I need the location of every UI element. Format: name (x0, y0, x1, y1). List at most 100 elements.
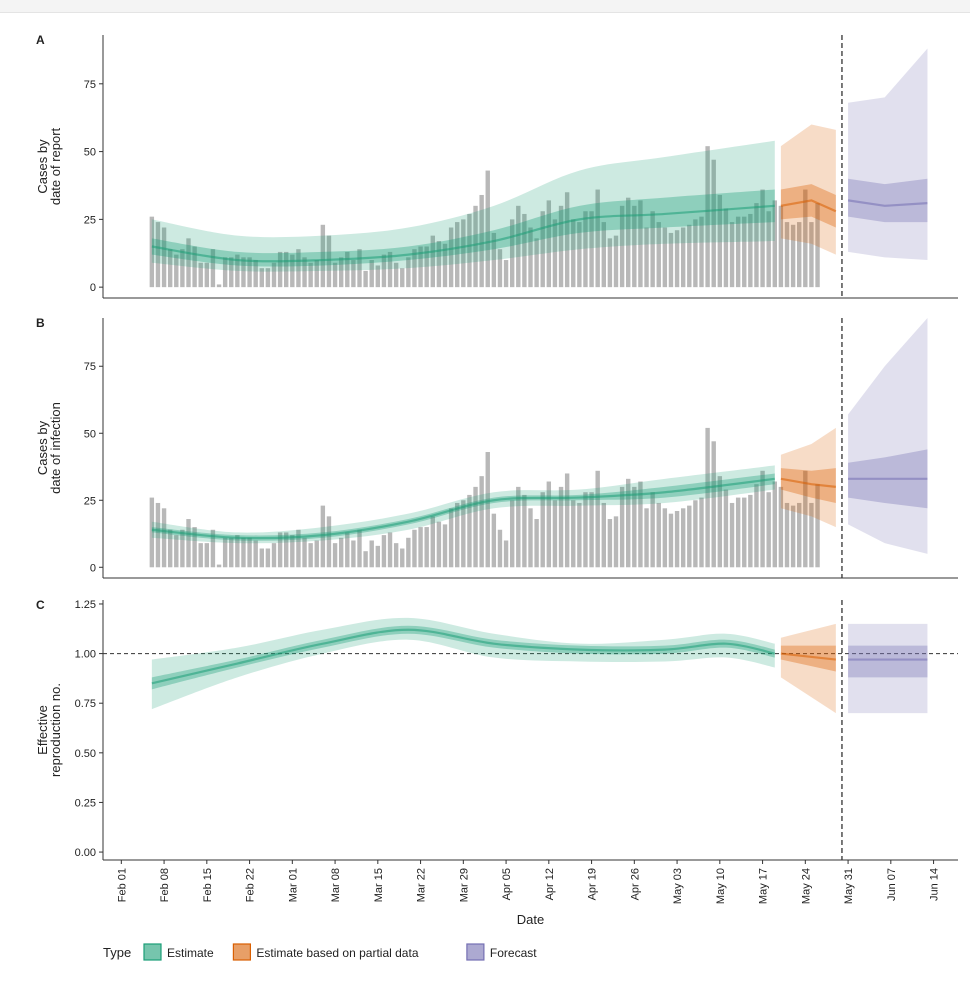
count-bar (803, 189, 808, 288)
count-bar (332, 543, 338, 568)
partial-band-90 (780, 124, 836, 255)
count-bar (198, 262, 203, 288)
estimate-median-line (151, 204, 775, 263)
count-bar (674, 230, 680, 288)
count-bar (717, 476, 723, 568)
count-bar (222, 257, 228, 288)
count-bar (546, 481, 552, 568)
count-bar (455, 502, 460, 568)
count-bar (729, 222, 735, 288)
count-bar (607, 519, 613, 568)
y-axis-label-line: Cases by (35, 420, 50, 475)
count-bar (308, 262, 313, 288)
count-bar (503, 260, 509, 288)
count-bar (155, 502, 161, 568)
count-bar (577, 222, 582, 288)
count-bar (448, 227, 454, 288)
count-bar (320, 224, 326, 288)
y-tick-label: 1.00 (75, 649, 96, 661)
count-bar (192, 527, 197, 568)
count-bar (375, 265, 381, 288)
count-bar (790, 224, 796, 288)
count-bar (815, 203, 820, 288)
count-bar (564, 192, 570, 288)
count-bar (485, 452, 490, 568)
partial-band-50 (780, 645, 836, 672)
x-tick-label: Apr 05 (501, 868, 513, 900)
panel-a: A Cases bydate of report 0 25 50 75 (35, 33, 958, 299)
count-bar (797, 222, 802, 288)
count-bar (393, 543, 399, 568)
count-bar (253, 260, 258, 288)
count-bar (723, 489, 729, 568)
x-tick-label: Apr 26 (629, 868, 641, 900)
count-bar (461, 500, 466, 568)
legend: Type Estimate Estimate based on partial da… (103, 943, 537, 961)
y-tick-label: 1.25 (75, 599, 96, 611)
count-bar (229, 257, 234, 288)
partial-band-50 (780, 468, 836, 503)
count-bar (503, 540, 509, 568)
count-bar (693, 219, 698, 288)
partial-band-50 (780, 184, 836, 228)
x-tick-label: Apr 12 (544, 868, 556, 900)
count-bar (369, 540, 374, 568)
count-bar (461, 219, 466, 288)
count-bar (363, 270, 368, 288)
count-bar (259, 268, 264, 288)
count-bar (693, 500, 698, 568)
count-bar (522, 494, 527, 568)
forecast-median-line (847, 199, 928, 207)
count-bar (589, 492, 594, 568)
legend-title: Type (103, 945, 131, 960)
count-bar (797, 502, 802, 568)
count-bar (241, 257, 246, 288)
count-bar (216, 284, 222, 288)
count-bar (778, 486, 784, 568)
count-bar (717, 194, 723, 288)
count-bar (265, 268, 271, 288)
y-tick-label: 75 (84, 361, 96, 373)
x-tick-label: Mar 15 (373, 868, 385, 902)
y-axis-label: Cases bydate of report (35, 127, 63, 205)
legend-label: Forecast (490, 946, 537, 960)
count-bar (180, 249, 185, 288)
count-bar (351, 260, 356, 288)
count-bar (174, 254, 179, 288)
count-bar (705, 146, 710, 288)
count-bar (656, 502, 661, 568)
count-bar (687, 224, 692, 288)
panel-b: B Cases bydate of infection 0 25 50 75 (35, 316, 958, 579)
count-bar (320, 505, 326, 568)
forecast-band-50 (848, 178, 928, 223)
count-bar (430, 235, 435, 288)
count-bar (784, 222, 790, 288)
y-axis-label-line: reproduction no. (48, 683, 63, 777)
count-bar (601, 222, 606, 288)
count-bar (516, 205, 521, 288)
y-axis-label-line: date of infection (48, 402, 63, 494)
count-bar (784, 502, 790, 568)
count-bar (393, 262, 399, 288)
count-bar (809, 222, 814, 288)
count-bar (528, 227, 533, 288)
x-tick-label: Apr 19 (587, 868, 599, 900)
y-tick-label: 75 (84, 79, 96, 91)
count-bar (192, 246, 197, 288)
count-bar (290, 535, 295, 568)
count-bar (253, 540, 258, 568)
count-bar (302, 537, 307, 568)
count-bar (491, 232, 497, 288)
count-bar (687, 505, 692, 568)
count-bar (650, 492, 655, 568)
count-bar (357, 249, 362, 288)
y-tick-label: 0.75 (75, 698, 96, 710)
count-bar (809, 502, 814, 568)
y-tick-label: 25 (84, 214, 96, 226)
count-bar (436, 521, 442, 568)
y-axis-label: Cases bydate of infection (35, 402, 63, 494)
y-tick-label: 0.50 (75, 748, 96, 760)
count-bar (638, 481, 643, 568)
partial-median-line (780, 477, 836, 488)
x-tick-label: Jun 14 (929, 868, 941, 901)
